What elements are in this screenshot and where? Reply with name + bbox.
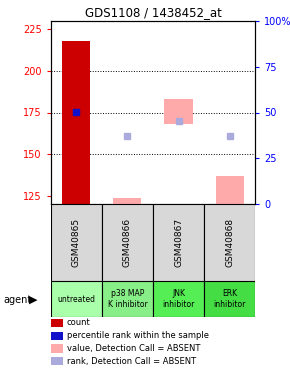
Bar [164,99,193,124]
Text: value, Detection Call = ABSENT: value, Detection Call = ABSENT [67,344,200,353]
Bar [102,281,153,317]
Bar [62,40,90,204]
Text: GSM40866: GSM40866 [123,218,132,267]
Text: percentile rank within the sample: percentile rank within the sample [67,331,209,340]
Bar [153,281,204,317]
Bar [51,204,102,281]
Bar [153,204,204,281]
Text: GSM40867: GSM40867 [174,218,183,267]
Bar [102,204,153,281]
Bar [113,198,142,204]
Text: untreated: untreated [57,295,95,304]
Bar [215,176,244,204]
Text: GSM40865: GSM40865 [72,218,81,267]
Bar [51,281,102,317]
Bar [204,281,255,317]
Text: JNK
inhibitor: JNK inhibitor [162,290,195,309]
Text: rank, Detection Call = ABSENT: rank, Detection Call = ABSENT [67,357,196,366]
Text: agent: agent [3,295,31,305]
Text: p38 MAP
K inhibitor: p38 MAP K inhibitor [108,290,147,309]
Title: GDS1108 / 1438452_at: GDS1108 / 1438452_at [85,6,221,20]
Text: GSM40868: GSM40868 [225,218,234,267]
Text: ERK
inhibitor: ERK inhibitor [213,290,246,309]
Text: count: count [67,318,90,327]
Text: ▶: ▶ [29,295,37,305]
Bar [204,204,255,281]
